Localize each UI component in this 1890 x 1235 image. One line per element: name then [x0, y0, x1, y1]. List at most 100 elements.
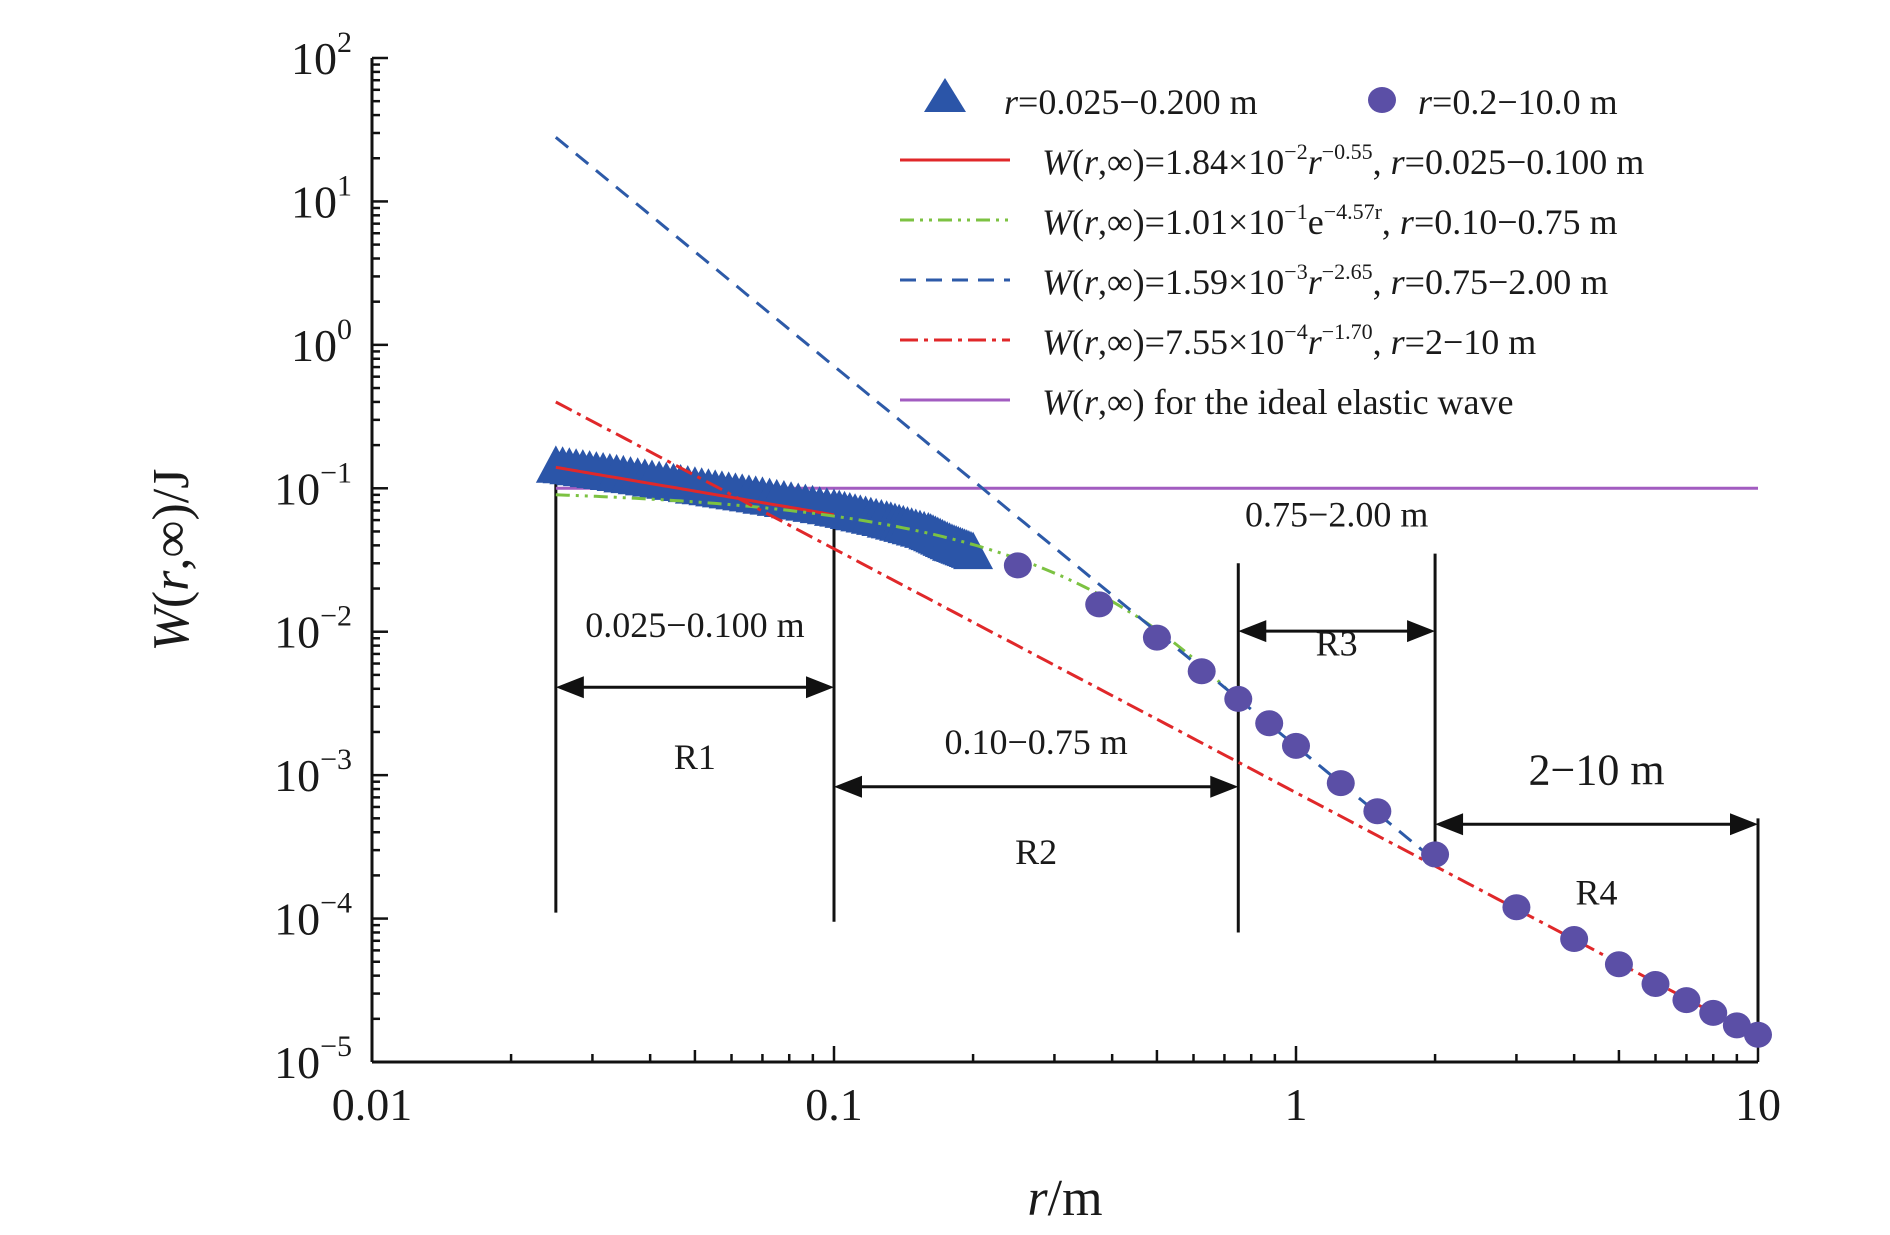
y-tick-exponent: −2: [320, 600, 352, 633]
legend-italic: r: [1084, 322, 1099, 362]
y-tick-label: 10−4: [274, 887, 352, 945]
circle-marker: [1672, 987, 1701, 1014]
legend-label-fit: W(r,∞)=1.01×10−1e−4.57r, r=0.10−0.75 m: [1042, 199, 1618, 242]
x-tick-label: 1: [1285, 1079, 1308, 1130]
legend-superscript: −2.65: [1322, 259, 1373, 284]
legend-text: ,: [1373, 322, 1391, 362]
legend-superscript: −4.57r: [1324, 199, 1383, 224]
legend-text: (: [1072, 382, 1084, 422]
circle-marker: [1255, 710, 1284, 737]
circle-marker: [1699, 999, 1728, 1026]
legend-italic: W: [1042, 322, 1075, 362]
legend-italic: r: [1308, 262, 1323, 302]
circle-marker: [1003, 552, 1032, 579]
circle-marker: [1363, 798, 1392, 825]
region-range-label: 0.025−0.100 m: [585, 605, 804, 645]
legend-text: ,∞): [1098, 142, 1145, 182]
y-tick-exponent: −4: [320, 887, 352, 920]
legend-text: ,∞): [1098, 322, 1145, 362]
legend-superscript: −1.70: [1322, 319, 1373, 344]
y-tick-label: 10−1: [274, 456, 352, 514]
y-tick-base: 10: [274, 894, 320, 945]
y-tick-exponent: −1: [320, 456, 352, 489]
fit-curve: [555, 465, 835, 517]
legend-text: =0.2−10.0 m: [1432, 82, 1618, 122]
region-range-label: 0.10−0.75 m: [944, 722, 1127, 762]
x-axis-title: r/m: [1027, 1170, 1102, 1227]
region-range-label: 0.75−2.00 m: [1245, 495, 1428, 535]
circle-marker: [1282, 732, 1310, 759]
region-arrow-head-left: [834, 775, 862, 798]
x-tick-label: 0.1: [805, 1079, 863, 1130]
y-tick-label: 100: [291, 313, 352, 371]
legend-label-triangles: r=0.025−0.200 m: [1004, 82, 1258, 122]
triangle-marker: [950, 530, 991, 568]
legend-italic: W: [1042, 382, 1075, 422]
legend-text: ,∞): [1098, 382, 1145, 422]
y-tick-base: 10: [291, 33, 337, 84]
region-arrow-head-left: [1238, 620, 1267, 643]
y-tick-exponent: −5: [320, 1030, 352, 1063]
region-arrow-head-right: [1210, 775, 1239, 798]
legend-text: ,∞): [1098, 202, 1145, 242]
legend-superscript: −4: [1284, 319, 1307, 344]
x-axis-title-text: /m: [1048, 1170, 1103, 1227]
y-axis-title-italic: W: [143, 603, 200, 651]
y-tick-label: 10−5: [274, 1030, 352, 1088]
legend-group: r=0.025−0.200 m r=0.2−10.0 mW(r,∞)=1.84×1…: [900, 78, 1644, 422]
legend-label-circles: r=0.2−10.0 m: [1418, 82, 1618, 122]
y-axis-title-text: ,∞)/J: [143, 469, 200, 571]
legend-text: =2−10 m: [1405, 322, 1537, 362]
legend-italic: r: [1391, 262, 1406, 302]
y-tick-exponent: 2: [337, 26, 352, 59]
legend-text: for the ideal elastic wave: [1145, 382, 1514, 422]
region-name-label: R4: [1576, 873, 1618, 913]
x-tick-label: 0.01: [332, 1079, 413, 1130]
legend-text: =1.01×10: [1145, 202, 1285, 242]
region-arrow-head-right: [1730, 813, 1758, 836]
circle-marker: [1187, 658, 1216, 685]
legend-italic: e: [1308, 202, 1324, 242]
legend-text: ,∞): [1098, 262, 1145, 302]
legend-label-fit: W(r,∞)=1.59×10−3r−2.65, r=0.75−2.00 m: [1042, 259, 1608, 302]
legend-label-fit: W(r,∞)=1.84×10−2r−0.55, r=0.025−0.100 m: [1042, 139, 1644, 182]
legend-italic: W: [1042, 202, 1075, 242]
legend-text: =0.10−0.75 m: [1414, 202, 1618, 242]
region-name-label: R1: [674, 737, 716, 777]
circle-marker: [1224, 685, 1253, 712]
legend-italic: r: [1004, 82, 1019, 122]
x-axis-title-italic: r: [1027, 1170, 1048, 1227]
region-name-label: R3: [1316, 624, 1358, 664]
legend-circle-marker: [1368, 87, 1396, 113]
y-tick-label: 102: [291, 26, 352, 84]
y-axis-title: W(r,∞)/J: [143, 469, 200, 652]
legend-text: ,: [1382, 202, 1400, 242]
legend-text: =0.025−0.100 m: [1405, 142, 1645, 182]
circle-marker: [1722, 1012, 1751, 1039]
fit-curve: [555, 493, 1240, 703]
y-tick-base: 10: [274, 750, 320, 801]
x-tick-label: 10: [1735, 1079, 1781, 1130]
regions-group: 0.025−0.100 m R1 0.10−0.75 m R2 0.75−2.00 m R…: [554, 467, 1760, 1033]
y-tick-label: 101: [291, 169, 352, 227]
legend-italic: r: [1084, 142, 1099, 182]
y-tick-base: 10: [274, 607, 320, 658]
legend-text: =7.55×10: [1145, 322, 1285, 362]
axis-titles-group: r/m W(r,∞)/J: [143, 469, 1103, 1227]
legend-text: =1.59×10: [1145, 262, 1285, 302]
legend-italic: r: [1391, 322, 1406, 362]
legend-italic: r: [1391, 142, 1406, 182]
circle-marker: [1502, 894, 1531, 921]
legend-superscript: −0.55: [1322, 139, 1373, 164]
region-name-label: R2: [1015, 832, 1057, 872]
fit-curve: [555, 400, 1759, 1038]
circle-marker: [1326, 770, 1355, 797]
legend-text: ,: [1373, 262, 1391, 302]
circle-marker: [1641, 970, 1670, 997]
region-arrow-head-left: [555, 676, 584, 699]
legend-text: (: [1072, 142, 1084, 182]
legend-italic: r: [1308, 142, 1323, 182]
